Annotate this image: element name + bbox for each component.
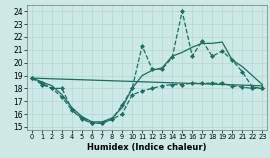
X-axis label: Humidex (Indice chaleur): Humidex (Indice chaleur) [87,143,207,152]
